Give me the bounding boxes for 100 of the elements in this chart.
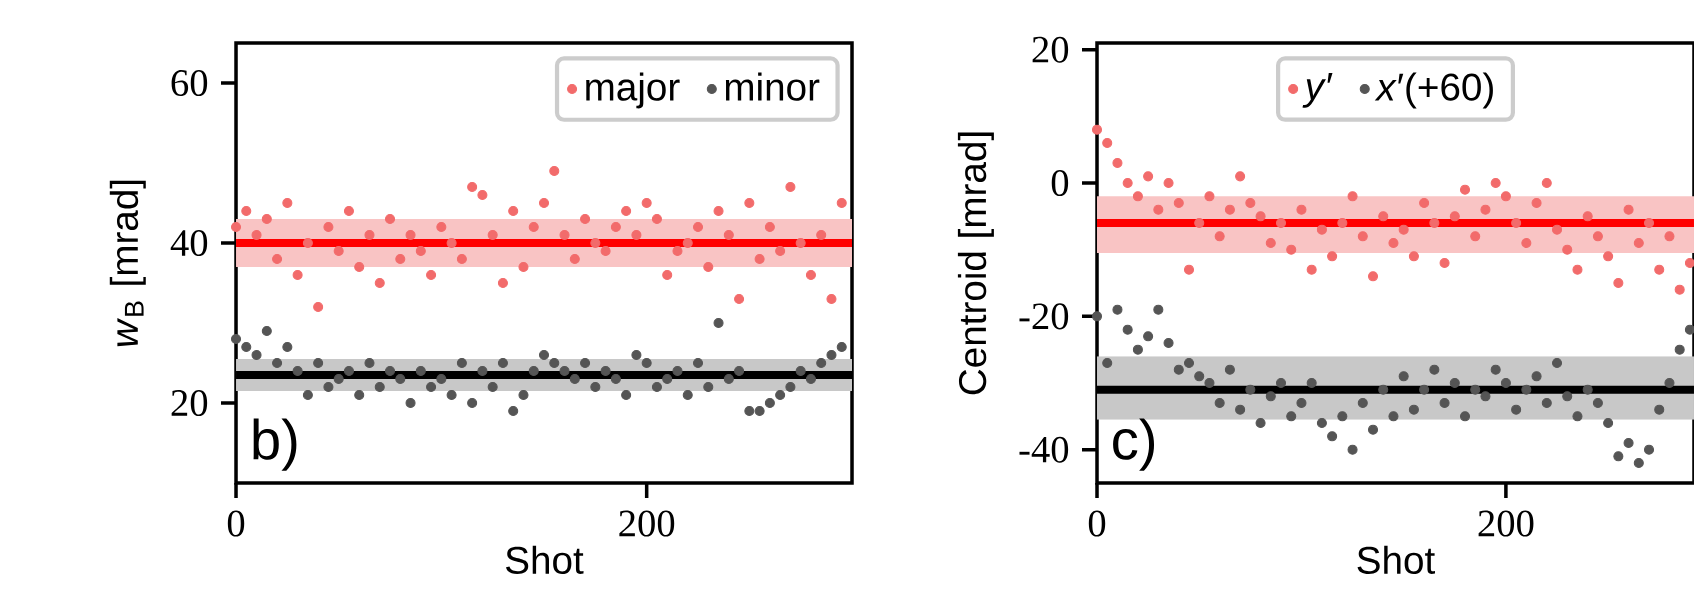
point	[1204, 191, 1215, 202]
point	[1265, 237, 1276, 249]
point	[1582, 211, 1593, 222]
point	[1275, 377, 1287, 389]
point	[734, 293, 745, 305]
legend-label: y′	[1302, 73, 1333, 108]
point	[436, 373, 447, 385]
point	[497, 357, 508, 369]
point	[1388, 237, 1399, 249]
point	[1112, 157, 1123, 169]
y-tick-label: 20	[171, 389, 208, 417]
point	[826, 349, 837, 361]
point	[1235, 171, 1246, 182]
point	[1306, 377, 1317, 389]
point	[1592, 231, 1603, 242]
point	[1531, 197, 1542, 209]
point	[1163, 337, 1174, 349]
point	[1143, 171, 1154, 182]
point	[1265, 391, 1276, 402]
point	[230, 333, 242, 345]
point	[1214, 231, 1225, 242]
point	[1275, 217, 1287, 229]
point	[518, 389, 529, 401]
point	[1378, 384, 1389, 395]
point	[580, 357, 591, 369]
legend-label: minor	[725, 72, 820, 101]
point	[1183, 357, 1195, 369]
point	[723, 229, 734, 241]
point	[621, 389, 632, 401]
point	[836, 341, 847, 353]
point	[621, 205, 632, 217]
point	[662, 269, 673, 281]
point	[1582, 384, 1593, 395]
point	[1153, 304, 1164, 315]
point	[1511, 404, 1522, 415]
point	[538, 197, 550, 209]
point	[1419, 384, 1430, 395]
point	[1316, 417, 1327, 429]
point	[384, 365, 396, 377]
point	[1122, 324, 1133, 335]
point	[446, 237, 457, 249]
point	[600, 365, 611, 377]
point	[1367, 424, 1379, 435]
point	[467, 397, 478, 409]
y-axis-title: Centroid [mrad]	[957, 132, 994, 395]
point	[343, 365, 354, 377]
point	[272, 357, 283, 369]
point	[754, 405, 765, 417]
point	[374, 381, 385, 393]
point	[1224, 204, 1235, 215]
point	[651, 381, 662, 393]
point	[1378, 211, 1389, 222]
point	[1194, 371, 1205, 382]
point	[384, 213, 396, 225]
point	[1654, 264, 1665, 275]
point	[1347, 191, 1358, 202]
point	[467, 181, 478, 193]
legend-label: major	[586, 72, 680, 109]
point	[343, 205, 354, 217]
point	[1521, 384, 1532, 395]
point	[1153, 204, 1164, 215]
point	[333, 245, 344, 257]
point	[1562, 391, 1573, 402]
y-axis-title: w$_{B}$ [mrad]	[109, 180, 146, 347]
x-tick-label: 0	[227, 510, 245, 537]
point	[1664, 377, 1675, 389]
point	[354, 261, 365, 273]
point	[826, 293, 837, 305]
point	[723, 373, 734, 385]
point	[549, 165, 560, 177]
point	[405, 229, 416, 241]
point	[662, 373, 673, 385]
point	[775, 245, 786, 257]
point	[1327, 251, 1338, 262]
point	[1470, 231, 1481, 242]
point	[241, 341, 252, 353]
point	[508, 405, 519, 417]
point	[1623, 437, 1634, 449]
point	[282, 341, 293, 353]
point	[1122, 177, 1133, 189]
point	[559, 229, 570, 241]
point	[569, 253, 580, 265]
point	[1173, 197, 1184, 209]
point	[302, 389, 313, 401]
point	[672, 365, 683, 377]
point	[785, 381, 796, 393]
point	[323, 221, 334, 233]
point	[1603, 251, 1614, 262]
point	[744, 405, 755, 417]
point	[682, 237, 693, 249]
point	[1337, 411, 1348, 422]
point	[1500, 191, 1511, 202]
point	[590, 381, 601, 393]
point	[456, 253, 467, 265]
point	[323, 381, 334, 393]
point	[1521, 237, 1532, 249]
point	[415, 245, 426, 257]
y-tick-label: -20	[1019, 303, 1069, 330]
point	[1224, 364, 1235, 375]
point	[374, 277, 385, 289]
